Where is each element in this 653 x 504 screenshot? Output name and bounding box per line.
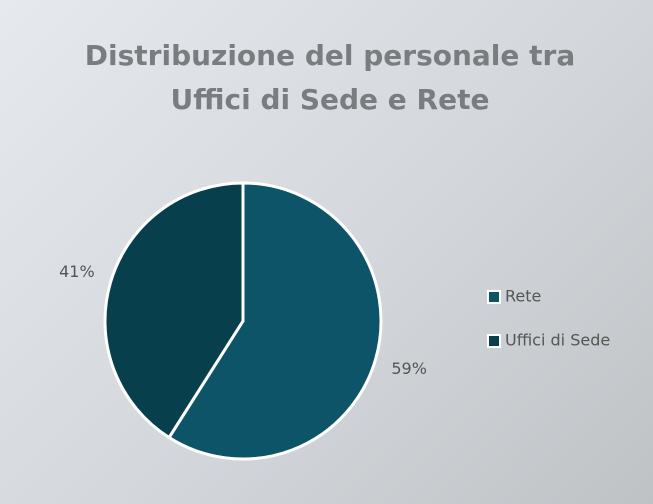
pie-slice [166,181,383,461]
data-label: 59% [391,359,427,378]
legend-label: Uffici di Sede [505,331,610,350]
legend-swatch [487,334,501,348]
legend-label: Rete [505,287,541,306]
legend-swatch [487,290,501,304]
chart-title: Distribuzione del personale tra Uffici d… [84,39,576,116]
data-label: 41% [59,262,95,281]
pie-slice [103,181,245,440]
